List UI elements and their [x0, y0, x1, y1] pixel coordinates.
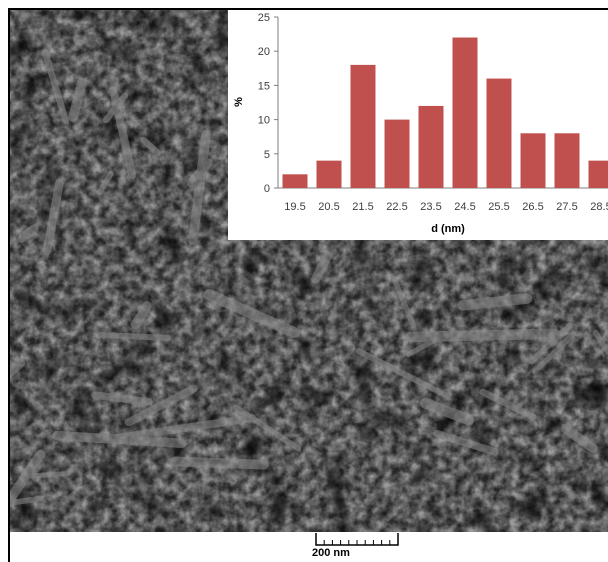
- histogram-bar: [282, 174, 308, 188]
- sem-micrograph: [10, 10, 608, 532]
- x-axis-label: d (nm): [431, 223, 465, 235]
- y-tick-label: 10: [258, 115, 270, 127]
- histogram-bar: [452, 37, 478, 188]
- histogram-bar: [350, 64, 376, 188]
- y-tick-label: 0: [264, 183, 270, 195]
- x-tick-label: 21.5: [352, 201, 373, 213]
- y-tick-label: 25: [258, 12, 270, 24]
- histogram-bar: [588, 160, 608, 188]
- scale-bar: [315, 533, 399, 546]
- histogram-bar: [384, 119, 410, 188]
- histogram-bar: [520, 133, 546, 188]
- x-tick-label: 19.5: [284, 201, 305, 213]
- y-axis-label: %: [233, 97, 245, 107]
- y-tick-label: 15: [258, 80, 270, 92]
- x-tick-label: 20.5: [318, 201, 339, 213]
- histogram-bar: [418, 105, 444, 188]
- x-tick-label: 22.5: [386, 201, 407, 213]
- x-tick-label: 24.5: [454, 201, 475, 213]
- x-tick-label: 23.5: [420, 201, 441, 213]
- histogram-bar: [554, 133, 580, 188]
- y-tick-label: 5: [264, 149, 270, 161]
- x-tick-label: 27.5: [556, 201, 577, 213]
- histogram-bar: [316, 160, 342, 188]
- scale-bar-label: 200 nm: [312, 547, 350, 559]
- y-tick-label: 20: [258, 46, 270, 58]
- figure-frame: [8, 8, 608, 562]
- x-tick-label: 26.5: [522, 201, 543, 213]
- histogram-bar: [486, 78, 512, 188]
- size-distribution-histogram: 0 5 10 15 20 25 19.5 20.5 21.5 22.5 23.5 24.5 25.5 26…: [228, 10, 608, 240]
- x-tick-label: 25.5: [488, 201, 509, 213]
- x-tick-label: 28.5: [590, 201, 608, 213]
